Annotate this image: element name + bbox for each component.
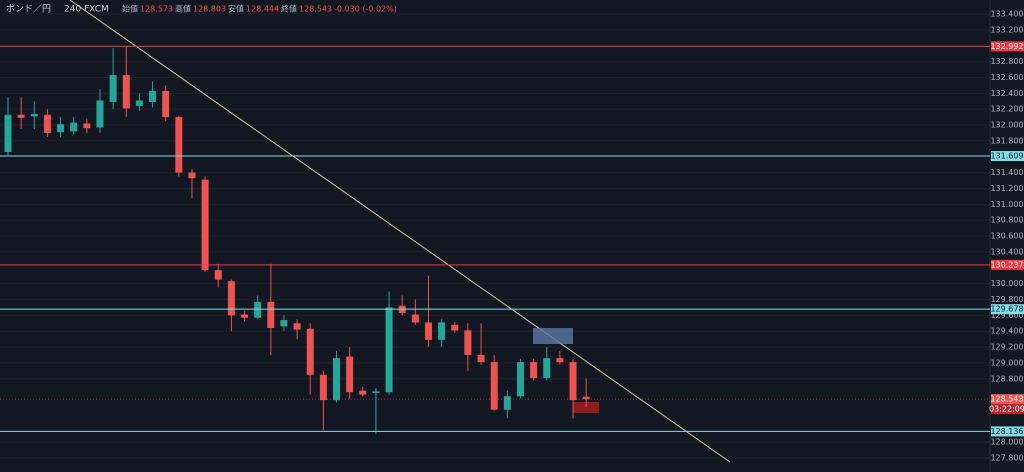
body [411,314,419,323]
body [241,314,249,318]
y-tick-label: 127.800 [990,454,1023,463]
open: 128.573 [140,5,173,14]
level-tag [991,41,1024,52]
y-tick-label: 132.600 [990,73,1023,82]
low: 128.444 [246,5,279,14]
zone-box [533,328,573,344]
body [149,90,157,103]
body [503,396,511,410]
y-tick-label: 129.600 [990,311,1023,320]
body [280,320,288,327]
body [490,362,498,410]
body [135,100,143,107]
close: 128.543 [299,5,332,14]
body [17,114,25,118]
body [516,362,524,397]
body [293,323,301,330]
y-tick-label: 130.800 [990,216,1023,225]
y-tick-label: 129.000 [990,358,1023,367]
y-tick-label: 131.200 [990,184,1023,193]
y-tick-label: 133.400 [990,10,1023,19]
body [43,114,51,133]
y-tick-label: 132.200 [990,105,1023,114]
body [175,117,183,173]
body [306,328,314,375]
countdown: 03:22:09 [989,405,1024,414]
y-tick-label: 130.400 [990,247,1023,256]
y-tick-label: 130.000 [990,279,1023,288]
last-price-tag [991,394,1024,405]
body [582,396,590,400]
body [464,330,472,355]
interval: 240 [64,5,81,15]
body [122,75,130,109]
body [569,362,577,401]
body [4,114,12,152]
level-tag [991,259,1024,270]
last-price-label: 128.543 [990,395,1023,404]
y-tick-label: 129.400 [990,327,1023,336]
open-label: 始値 [122,4,138,14]
y-tick-label: 133.200 [990,25,1023,34]
level-tag [991,151,1024,162]
high-label: 高値 [175,4,191,14]
body [530,362,538,378]
level-label: 128.136 [990,427,1023,436]
body [30,113,38,117]
y-tick-label: 128.000 [990,438,1023,447]
level-tag [991,426,1024,437]
y-tick-label: 131.400 [990,168,1023,177]
low-label: 安値 [228,4,244,14]
y-tick-label: 131.800 [990,136,1023,145]
body [254,301,262,318]
countdown-tag [991,404,1024,415]
level-tag [991,304,1024,315]
level-label: 130.237 [990,260,1023,269]
y-tick-label: 131.000 [990,200,1023,209]
body [451,324,459,331]
y-tick-label: 129.800 [990,295,1023,304]
body [109,75,117,103]
body [372,391,380,394]
body [346,356,354,393]
trend-line [69,0,731,463]
body [227,281,235,316]
body [333,358,340,401]
body [424,322,432,340]
y-tick-label: 129.200 [990,343,1023,352]
close-label: 終値 [281,4,297,14]
body [477,354,485,363]
high: 128.803 [193,5,226,14]
body [57,124,65,133]
symbol: ポンド／円 [6,4,51,15]
body [543,358,551,378]
source: FXCM [84,5,109,15]
body [201,179,209,271]
level-label: 132.992 [990,42,1023,51]
change: -0.030 (-0.02%) [334,5,397,14]
level-label: 129.678 [990,305,1023,314]
zone-box [573,402,599,413]
body [556,358,564,363]
y-tick-label: 132.000 [990,121,1023,130]
y-tick-label: 132.400 [990,89,1023,98]
body [438,322,446,340]
body [188,172,196,179]
body [319,374,327,401]
body [70,122,78,132]
body [162,90,170,118]
y-tick-label: 128.800 [990,374,1023,383]
body [83,123,91,129]
level-label: 131.609 [990,152,1023,161]
header: ポンド／円 240 FXCM 始値 128.573 高値 128.803 安値 … [6,4,397,15]
body [267,301,275,329]
body [214,270,222,280]
body [385,307,393,393]
body [359,390,367,395]
y-tick-label: 130.600 [990,232,1023,241]
body [96,100,104,128]
y-tick-label: 132.800 [990,57,1023,66]
